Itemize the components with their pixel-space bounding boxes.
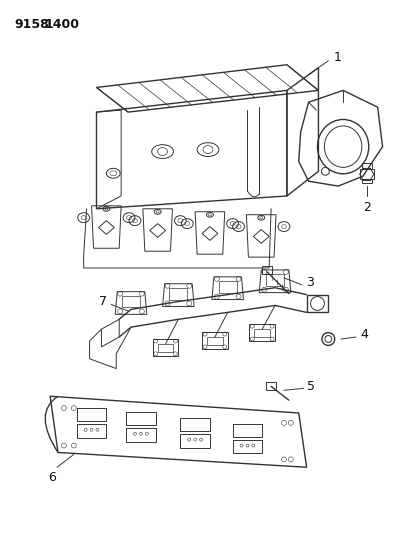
Text: 1: 1 bbox=[333, 51, 341, 64]
Text: 9158: 9158 bbox=[15, 19, 49, 31]
Text: 4: 4 bbox=[360, 328, 368, 341]
Text: 3: 3 bbox=[306, 276, 314, 289]
Text: 1400: 1400 bbox=[44, 19, 79, 31]
Text: 5: 5 bbox=[307, 380, 314, 393]
Text: 7: 7 bbox=[99, 295, 107, 308]
Text: 6: 6 bbox=[48, 471, 56, 484]
Text: 2: 2 bbox=[363, 201, 371, 214]
